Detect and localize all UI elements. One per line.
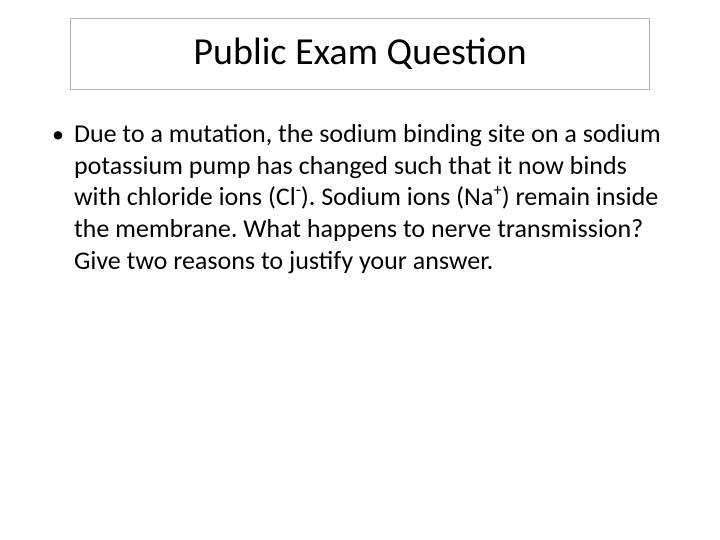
bullet-item: • Due to a mutation, the sodium binding …	[48, 118, 672, 277]
sodium-superscript: +	[493, 180, 501, 201]
bullet-text-part2: ). Sodium ions (Na	[301, 180, 493, 212]
title-box: Public Exam Question	[70, 18, 650, 90]
slide-body: • Due to a mutation, the sodium binding …	[30, 118, 690, 277]
bullet-text: Due to a mutation, the sodium binding si…	[74, 118, 672, 277]
slide-title: Public Exam Question	[91, 29, 629, 75]
slide: Public Exam Question • Due to a mutation…	[0, 0, 720, 540]
bullet-marker-icon: •	[52, 118, 64, 152]
